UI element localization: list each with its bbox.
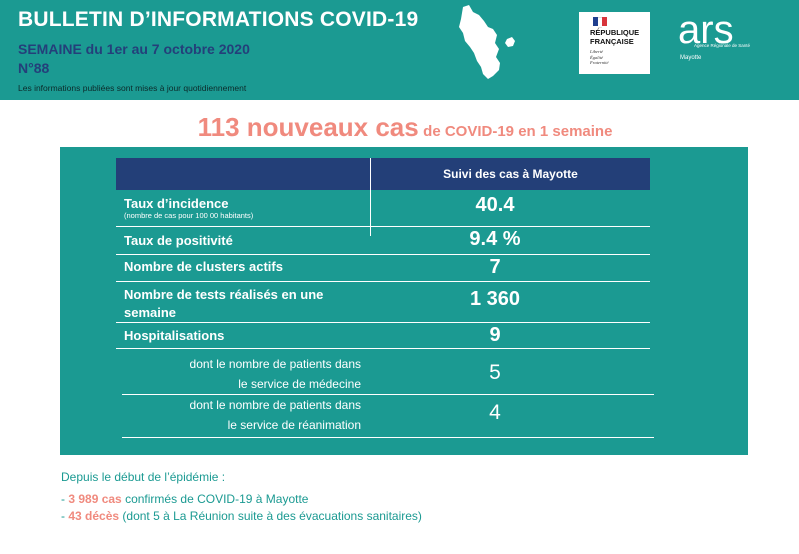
row-separator [122,437,654,438]
footer-cases-count: 3 989 cas [68,492,122,506]
rf-motto-1: Liberté [590,49,603,54]
value-tests: 1 360 [469,288,521,310]
row-separator [116,254,650,255]
rf-motto-2: Égalité [590,54,603,60]
footer-deaths-text: (dont 5 à La Réunion suite à des évacuat… [119,509,422,523]
row-separator [116,322,650,323]
row-label-reanimation: dont le nombre de patients dans le servi… [190,395,361,435]
row-label-hospitalisations: Hospitalisations [124,328,225,343]
row-separator [116,281,650,282]
row-label-medecine-line2: le service de médecine [238,377,361,391]
row-label-positivite: Taux de positivité [124,233,233,248]
headline-new-cases: 113 nouveaux cas [197,112,419,142]
value-hospitalisations: 9 [489,324,501,346]
week-range: SEMAINE du 1er au 7 octobre 2020 [18,41,250,57]
bulletin-number: N°88 [18,60,50,76]
footer-deaths-count: 43 décès [68,509,120,523]
footer-cases-text: confirmés de COVID-19 à Mayotte [121,492,309,506]
header-divider [370,158,371,190]
french-flag-icon [593,17,608,28]
value-clusters: 7 [489,256,501,278]
ars-subtitle: Agence Régionale de Santé [694,43,751,48]
value-medecine: 5 [489,361,501,384]
row-label-tests-line2: semaine [124,305,177,320]
column-divider [370,190,371,236]
header-banner: BULLETIN D’INFORMATIONS COVID-19 SEMAINE… [0,0,799,100]
ars-wordmark: ars [678,10,734,52]
row-label-clusters: Nombre de clusters actifs [124,259,283,274]
ars-logo: ars [678,10,734,52]
row-label-reanimation-line1: dont le nombre de patients dans [189,398,361,412]
rf-motto-3: Fraternité [590,60,609,65]
ars-region: Mayotte [680,55,702,61]
mayotte-map-icon [459,5,515,79]
footer-bullet: - [61,492,69,506]
bulletin-title: BULLETIN D’INFORMATIONS COVID-19 [18,8,419,31]
republique-francaise-logo: RÉPUBLIQUE FRANÇAISE Liberté Égalité Fra… [579,12,650,74]
value-incidence: 40.4 [475,194,515,216]
stats-panel [60,147,748,455]
row-label-incidence: Taux d’incidence [124,196,229,211]
row-separator [116,348,650,349]
row-label-medecine: dont le nombre de patients dans le servi… [190,354,361,394]
rf-line2: FRANÇAISE [590,37,634,46]
headline: 113 nouveaux cas de COVID-19 en 1 semain… [0,112,799,143]
row-note-incidence: (nombre de cas pour 100 00 habitants) [124,211,254,220]
update-note: Les informations publiées sont mises à j… [18,83,247,93]
row-label-reanimation-line2: le service de réanimation [227,418,361,432]
footer-cases-line: - 3 989 cas confirmés de COVID-19 à Mayo… [61,492,308,506]
row-label-tests-line1: Nombre de tests réalisés en une [124,287,324,302]
value-positivite: 9.4 % [469,228,521,250]
row-separator [116,226,650,227]
value-reanimation: 4 [489,401,501,424]
headline-period: de COVID-19 en 1 semaine [423,123,613,140]
row-separator [122,394,654,395]
footer-deaths-line: - 43 décès (dont 5 à La Réunion suite à … [61,509,422,523]
rf-line1: RÉPUBLIQUE [590,28,640,37]
column-header: Suivi des cas à Mayotte [443,167,578,181]
footer-intro: Depuis le début de l’épidémie : [61,470,226,484]
table-header: Suivi des cas à Mayotte [116,158,650,190]
footer-bullet: - [61,509,69,523]
row-label-medecine-line1: dont le nombre de patients dans [189,357,361,371]
